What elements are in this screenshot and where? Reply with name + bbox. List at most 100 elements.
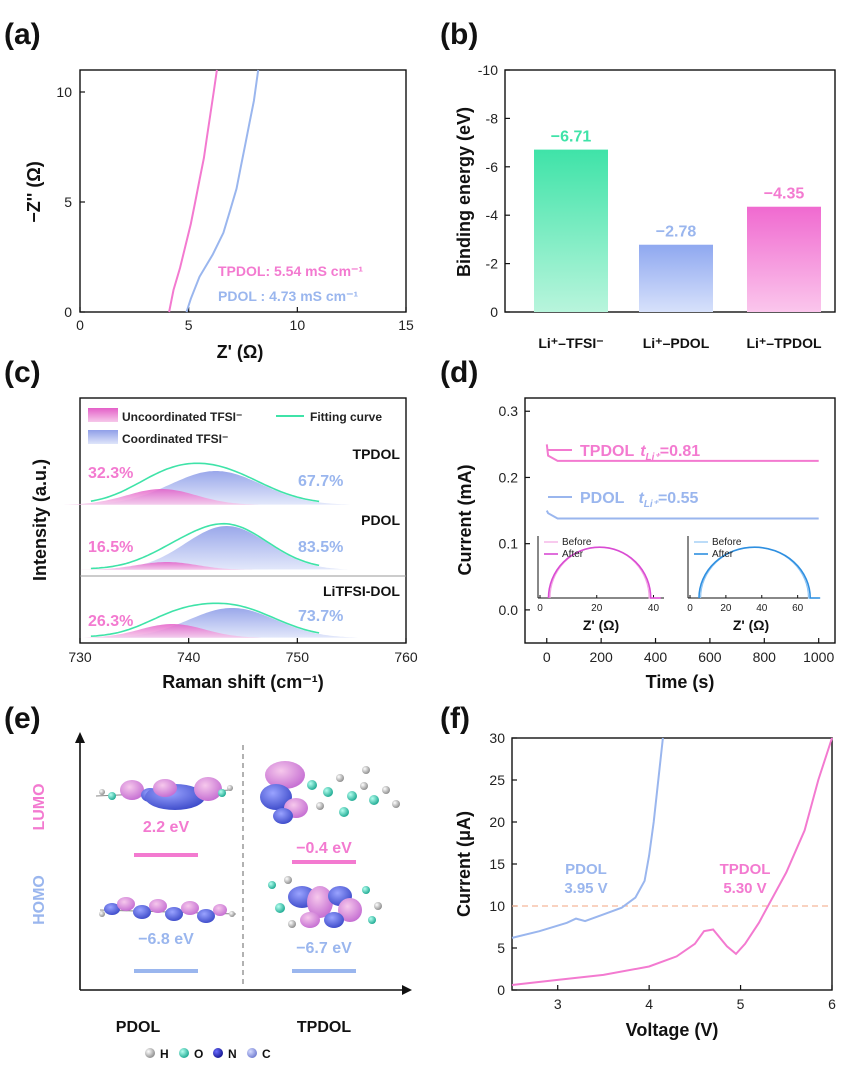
atom-o-icon <box>179 1048 189 1058</box>
tpdol-name-f: TPDOL <box>720 861 771 878</box>
y-tick-label-b: -2 <box>486 256 499 272</box>
column-label-tpdol: TPDOL <box>297 1019 351 1036</box>
plot-frame-d <box>524 397 836 644</box>
legend-uncoordinated: Uncoordinated TFSI⁻ <box>122 410 242 424</box>
plot-frame-f <box>511 737 833 991</box>
bar-value-label-2: −4.35 <box>764 186 805 203</box>
panel-label-d: (d) <box>440 356 478 389</box>
panel-label-b: (b) <box>440 18 478 51</box>
pdol-lumo-orbital <box>95 777 233 810</box>
y-tick-label-f: 20 <box>489 814 505 830</box>
legend-swatch-uncoordinated <box>88 408 118 422</box>
x-tick-label-a: 0 <box>76 317 84 333</box>
atom-c-icon <box>247 1048 257 1058</box>
panel-label-c: (c) <box>4 356 41 389</box>
x-axis-label-c: Raman shift (cm⁻¹) <box>162 672 324 692</box>
y-tick-label-b: -8 <box>486 110 499 126</box>
x-tick-label-a: 10 <box>290 317 306 333</box>
y-tick-label-d: 0.1 <box>499 536 519 552</box>
legend-swatch-coordinated <box>88 430 118 444</box>
tpdol-lumo-orbital <box>260 761 400 824</box>
y-tick-label-d: 0.3 <box>499 403 519 419</box>
y-tick-label-f: 15 <box>489 856 505 872</box>
series-lines-d <box>545 444 819 520</box>
y-tick-label-a: 5 <box>64 194 72 210</box>
bar-2 <box>747 206 821 312</box>
panel-label-f: (f) <box>440 702 470 735</box>
x-tick-label-d: 400 <box>644 649 668 665</box>
x-tick-label-d: 800 <box>753 649 777 665</box>
x-axis-a: 0 5 10 15 <box>76 307 414 333</box>
uncoord-pct-tpdol: 32.3% <box>88 465 133 482</box>
coord-pct-tpdol: 67.7% <box>298 473 343 490</box>
y-tick-label-b: -4 <box>486 207 499 223</box>
uncoord-pct-pdol: 16.5% <box>88 539 133 556</box>
nyquist-line-tpdol <box>168 69 218 313</box>
x-tick-label-f: 4 <box>645 996 653 1012</box>
atom-h-label: H <box>160 1047 169 1061</box>
x-tick-label-a: 5 <box>185 317 193 333</box>
bars-b: −6.71 −2.78 −4.35 <box>534 129 821 312</box>
uncoordinated-peak-1 <box>75 562 256 570</box>
inset-legend-after: After <box>712 549 734 560</box>
pdol-voltage-f: 3.95 V <box>564 880 607 897</box>
atom-n-icon <box>213 1048 223 1058</box>
lsv-line-pdol <box>511 737 664 939</box>
atom-h-icon <box>145 1048 155 1058</box>
pdol-lumo-energy: 2.2 eV <box>143 819 190 836</box>
legend-pdol-d: PDOL tLi⁺=0.55 <box>580 490 699 510</box>
y-tick-label-a: 0 <box>64 304 72 320</box>
x-tick-label-f: 6 <box>828 996 836 1012</box>
series-lines-f <box>511 737 833 986</box>
bar-0 <box>534 149 608 312</box>
legend-tpdol-d: TPDOL tLi⁺=0.81 <box>580 443 700 463</box>
inset-tick-label: 40 <box>756 603 768 614</box>
x-axis-f: 3 4 5 6 <box>554 985 836 1012</box>
x-tick-label-d: 0 <box>543 649 551 665</box>
x-tick-label-c: 750 <box>286 649 310 665</box>
y-axis-label-c: Intensity (a.u.) <box>30 459 50 581</box>
y-axis-label-a: −Z'' (Ω) <box>24 161 44 223</box>
inset-tick-label: 0 <box>687 603 693 614</box>
x-axis-label-a: Z' (Ω) <box>217 342 264 362</box>
trace-name-tpdol: TPDOL <box>353 446 401 462</box>
plot-frame-a <box>79 69 407 313</box>
lsv-line-tpdol <box>511 737 833 986</box>
inset-legend-before: Before <box>712 537 742 548</box>
y-tick-label-d: 0.0 <box>499 602 519 618</box>
y-tick-label-b: -10 <box>478 62 498 78</box>
coord-pct-litfsi-dol: 73.7% <box>298 608 343 625</box>
inset-tick-label: 20 <box>720 603 732 614</box>
category-label-li-tfsi: Li⁺–TFSI⁻ <box>538 335 603 351</box>
x-axis-label-d: Time (s) <box>646 672 715 692</box>
plot-frame-c <box>79 397 407 644</box>
legend-coordinated: Coordinated TFSI⁻ <box>122 432 228 446</box>
category-label-li-tpdol: Li⁺–TPDOL <box>746 335 822 351</box>
uncoord-pct-litfsi-dol: 26.3% <box>88 613 133 630</box>
legend-tpdol-a: TPDOL: 5.54 mS cm⁻¹ <box>218 263 363 279</box>
y-axis-label-b: Binding energy (eV) <box>454 107 474 277</box>
legend-pdol-a: PDOL : 4.73 mS cm⁻¹ <box>218 288 359 304</box>
x-tick-label-d: 1000 <box>803 649 834 665</box>
tpdol-homo-energy: −6.7 eV <box>296 940 352 957</box>
tpdol-lumo-energy: −0.4 eV <box>296 840 352 857</box>
chrono-line-tpdol <box>545 444 819 462</box>
panel-label-a: (a) <box>4 18 41 51</box>
y-axis-b: 0 -2 -4 -6 -8 -10 <box>478 62 510 320</box>
atom-n-label: N <box>228 1047 237 1061</box>
y-tick-label-f: 30 <box>489 730 505 746</box>
bar-value-label-1: −2.78 <box>656 224 697 241</box>
fitting-curve-1 <box>90 522 320 570</box>
x-tick-label-f: 3 <box>554 996 562 1012</box>
inset-legend-before: Before <box>562 537 592 548</box>
y-tick-label-f: 25 <box>489 772 505 788</box>
inset-xlabel: Z' (Ω) <box>583 617 619 633</box>
inset-xlabel: Z' (Ω) <box>733 617 769 633</box>
lumo-label: LUMO <box>31 783 48 830</box>
uncoordinated-peak-0 <box>57 489 264 505</box>
y-tick-label-b: 0 <box>490 304 498 320</box>
